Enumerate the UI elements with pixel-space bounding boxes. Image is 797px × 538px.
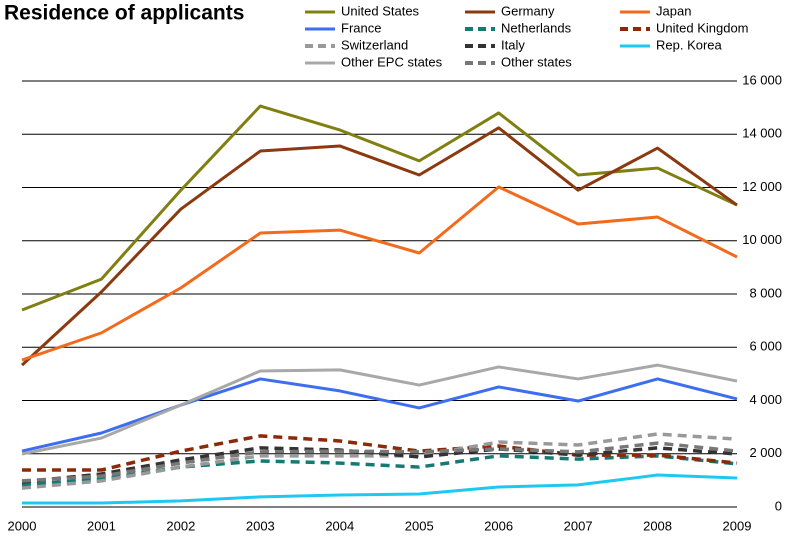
y-tick-label: 6 000 <box>749 339 782 354</box>
y-tick-label: 8 000 <box>749 285 782 300</box>
legend-label: Rep. Korea <box>656 37 723 52</box>
x-tick-label: 2001 <box>87 518 116 533</box>
y-tick-label: 12 000 <box>742 179 782 194</box>
x-tick-label: 2009 <box>723 518 752 533</box>
series-line <box>21 104 738 312</box>
series-line <box>22 434 738 472</box>
y-tick-label: 2 000 <box>749 445 782 460</box>
series-line <box>21 446 738 484</box>
y-tick-label: 16 000 <box>742 72 782 87</box>
x-tick-label: 2002 <box>166 518 195 533</box>
x-tick-label: 2000 <box>8 518 37 533</box>
y-tick-label: 10 000 <box>742 232 782 247</box>
x-tick-label: 2007 <box>564 518 593 533</box>
legend-label: France <box>341 20 381 35</box>
legend-label: Switzerland <box>341 37 408 52</box>
legend-label: Other EPC states <box>341 54 443 69</box>
series-line <box>21 185 738 362</box>
legend-label: Other states <box>501 54 572 69</box>
series-line <box>21 363 738 456</box>
legend-label: Japan <box>656 3 691 18</box>
series-line <box>21 377 738 453</box>
y-tick-label: 4 000 <box>749 392 782 407</box>
legend-label: United Kingdom <box>656 20 749 35</box>
chart-title: Residence of applicants <box>4 2 244 25</box>
y-tick-label: 14 000 <box>742 126 782 141</box>
series-line <box>22 473 738 505</box>
series-line <box>20 126 738 367</box>
y-tick-label: 0 <box>775 498 782 513</box>
legend-label: Germany <box>501 3 555 18</box>
x-tick-label: 2006 <box>484 518 513 533</box>
x-tick-label: 2005 <box>405 518 434 533</box>
x-tick-label: 2008 <box>643 518 672 533</box>
series-line <box>21 432 738 490</box>
x-tick-label: 2004 <box>325 518 354 533</box>
legend-label: United States <box>341 3 420 18</box>
legend-label: Italy <box>501 37 525 52</box>
legend-label: Netherlands <box>501 20 572 35</box>
x-tick-label: 2003 <box>246 518 275 533</box>
